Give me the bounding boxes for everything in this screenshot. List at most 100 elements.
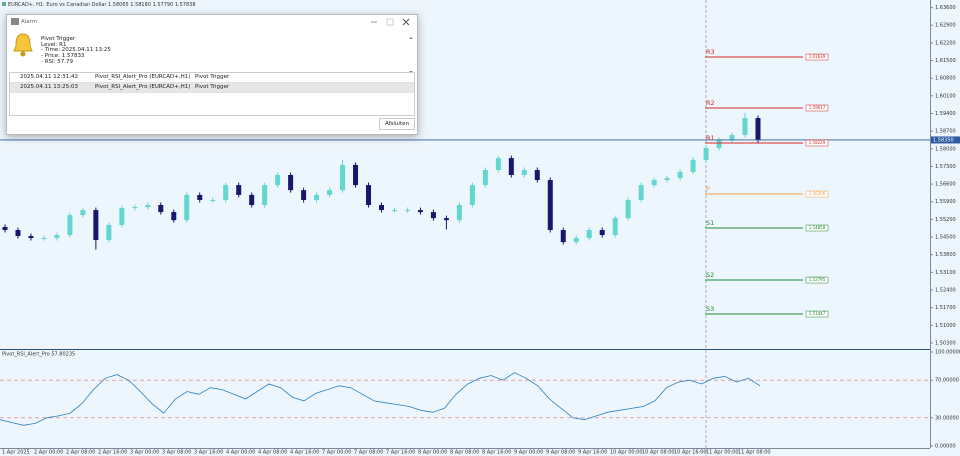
x-tick-label: 7 Apr 16:00: [386, 450, 415, 456]
indicator-tick-label: 100.00000: [935, 350, 960, 356]
x-tick-label: 4 Apr 08:00: [258, 450, 287, 456]
candle-body: [560, 229, 566, 243]
log-cell: 2025.04.11 12:31:42: [20, 74, 78, 80]
alarm-window: Alarm Pivot Trigger Level: R1- Time: 2025…: [6, 14, 418, 135]
candle-body: [521, 169, 527, 176]
x-tick-label: 8 Apr 08:00: [450, 450, 479, 456]
y-tick-label: 1.63600: [935, 5, 956, 11]
x-tick-label: 11 Apr 08:00: [738, 450, 771, 456]
candle-body: [340, 164, 346, 191]
x-tick-label: 11 Apr 00:00: [706, 450, 739, 456]
log-cell: 2025.04.11 13:25:03: [20, 84, 78, 90]
candle-body: [314, 194, 320, 200]
candle-body: [327, 190, 333, 195]
candle-body: [54, 235, 60, 239]
log-row: 2025.04.11 13:25:03 Pivot_RSI_Alert_Pro (…: [10, 83, 414, 93]
pivot-value: 1.51447: [809, 311, 826, 316]
message-line: Pivot Trigger: [41, 36, 76, 42]
close-button[interactable]: Afsluiten: [379, 118, 415, 130]
log-cell: Pivot_RSI_Alert_Pro (EURCAD+,H1): [95, 74, 191, 80]
bell-icon: [13, 33, 33, 57]
x-tick-label: 10 Apr 00:00: [610, 450, 643, 456]
pivot-value: 1.58229: [809, 140, 826, 145]
indicator-label: Pivot_RSI_Alert_Pro 57.80235: [2, 352, 75, 358]
y-tick-label: 1.50300: [935, 340, 956, 346]
alarm-log: 2025.04.11 12:31:42 Pivot_RSI_Alert_Pro (…: [9, 72, 415, 116]
candle-body: [612, 218, 618, 236]
pivot-value: 1.59617: [809, 105, 826, 110]
candle-body: [158, 205, 164, 213]
candle-body: [275, 175, 281, 186]
pivot-value-box: [805, 224, 829, 232]
candle-body: [119, 208, 125, 225]
y-tick-label: 1.53800: [935, 252, 956, 258]
y-tick-label: 1.62900: [935, 23, 956, 29]
y-tick-label: 1.51700: [935, 305, 956, 311]
pivot-name: S3: [706, 305, 714, 313]
x-tick-label: 2 Apr 00:00: [34, 450, 63, 456]
pivot-name: R2: [706, 99, 715, 107]
candle-body: [301, 190, 307, 200]
candle-body: [391, 210, 397, 212]
window-icon: [11, 18, 19, 25]
y-tick-label: 1.52400: [935, 288, 956, 294]
candle-body: [625, 199, 631, 219]
rsi-line: [0, 372, 761, 426]
y-tick-label: 1.54500: [935, 235, 956, 241]
candle-body: [508, 158, 514, 176]
candle-body: [171, 212, 177, 221]
candle-body: [249, 194, 255, 206]
x-tick-label: 3 Apr 08:00: [162, 450, 191, 456]
x-tick-label: 3 Apr 16:00: [194, 450, 223, 456]
candle-body: [417, 210, 423, 213]
y-tick-label: 1.57300: [935, 164, 956, 170]
candle-body: [482, 169, 488, 186]
y-tick-label: 1.62200: [935, 40, 956, 46]
x-tick-label: 7 Apr 08:00: [354, 450, 383, 456]
pivot-name: S1: [706, 219, 714, 227]
candle-body: [262, 185, 268, 206]
window-controls: [371, 18, 410, 26]
candle-body: [755, 118, 761, 140]
x-tick-label: 2 Apr 16:00: [98, 450, 127, 456]
x-tick-label: 1 Apr 2025: [2, 450, 30, 456]
y-tick-label: 1.60100: [935, 93, 956, 99]
y-tick-label: 1.60800: [935, 76, 956, 82]
candle-body: [469, 185, 475, 206]
message-line: Level: R1: [41, 41, 67, 48]
candle-body: [184, 194, 190, 221]
candle-body: [716, 139, 722, 149]
symbol-icon: [2, 2, 6, 6]
maximize[interactable]: [386, 18, 394, 26]
candle-body: [197, 194, 203, 200]
x-tick-label: 9 Apr 00:00: [514, 450, 543, 456]
log-cell: Pivot Trigger: [195, 74, 230, 80]
pivot-name: P: [706, 185, 710, 193]
candle-body: [28, 236, 34, 239]
candle-body: [534, 169, 540, 181]
pivot-value-box: [805, 276, 829, 284]
close[interactable]: [402, 18, 410, 26]
candle-body: [93, 210, 99, 241]
x-tick-label: 4 Apr 00:00: [226, 450, 255, 456]
candle-body: [366, 185, 372, 206]
candle-body: [430, 212, 436, 219]
indicator-tick-label: 70.00000: [935, 378, 959, 384]
candle-body: [15, 229, 21, 237]
x-tick-label: 7 Apr 00:00: [322, 450, 351, 456]
candle-body: [236, 185, 242, 195]
window-title: Alarm: [21, 19, 38, 25]
pivot-value-box: [805, 310, 829, 318]
chart-header: EURCAD+, H1: Euro vs Canadian Dollar 1.5…: [8, 2, 196, 8]
candle-body: [132, 207, 138, 209]
current-price-box: [931, 136, 960, 144]
current-price-label: 1.58350: [933, 137, 954, 143]
candle-body: [742, 118, 748, 135]
alarm-message: Pivot Trigger Level: R1- Time: 2025.04.11…: [41, 36, 111, 66]
candle-body: [651, 180, 657, 186]
log-cell: Pivot Trigger: [195, 84, 230, 90]
pivot-name: S2: [706, 271, 714, 279]
y-tick-label: 1.53100: [935, 270, 956, 276]
indicator-tick-label: 30.00000: [935, 415, 959, 421]
